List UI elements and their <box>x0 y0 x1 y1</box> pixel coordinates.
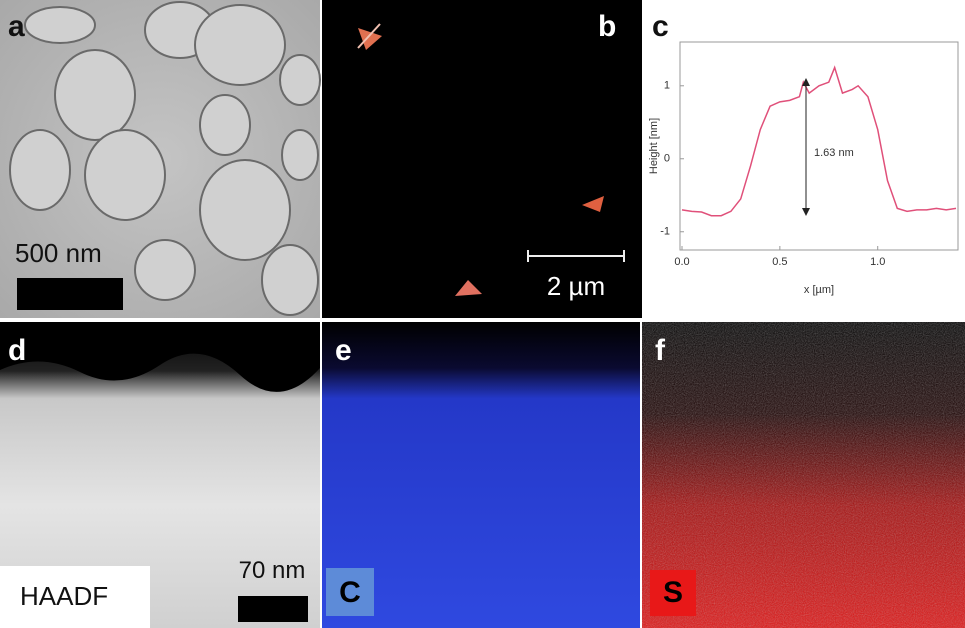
scale-label: 70 nm <box>239 557 306 584</box>
scale-label: 500 nm <box>15 238 102 268</box>
x-axis-label: x [µm] <box>804 284 834 296</box>
panel-d: d HAADF 70 nm <box>0 322 320 628</box>
panel-label: d <box>8 334 26 367</box>
scale-bar <box>238 596 308 622</box>
channel-label: HAADF <box>20 581 108 611</box>
x-tick-label: 1.0 <box>870 256 885 268</box>
y-tick-label: -1 <box>660 226 670 238</box>
x-tick-label: 0.5 <box>772 256 787 268</box>
panel-a: a 500 nm <box>0 0 321 318</box>
channel-label: C <box>339 576 361 609</box>
scale-label: 2 µm <box>547 271 605 301</box>
y-tick-label: 1 <box>664 80 670 92</box>
panel-label: f <box>655 334 666 367</box>
annotation: 1.63 nm <box>814 147 854 159</box>
panel-label: a <box>8 10 25 43</box>
scale-bar <box>527 250 625 262</box>
panel-b: b 2 µm <box>322 0 642 318</box>
plot-frame <box>679 41 959 251</box>
panel-e: e C <box>322 322 640 628</box>
panel-c: c 0.0 0.5 1.0 -1 0 1 x [µm] Height [nm] 1.63 nm <box>643 0 965 318</box>
panel-label: e <box>335 334 352 367</box>
data-line <box>681 65 957 217</box>
y-axis-label: Height [nm] <box>648 118 660 174</box>
channel-label: S <box>663 576 683 609</box>
panel-f: f S <box>642 322 965 628</box>
panel-label: b <box>598 10 616 43</box>
scale-bar <box>17 278 123 310</box>
x-tick-label: 0.0 <box>674 256 689 268</box>
y-tick-label: 0 <box>664 153 670 165</box>
panel-label: c <box>652 10 669 43</box>
